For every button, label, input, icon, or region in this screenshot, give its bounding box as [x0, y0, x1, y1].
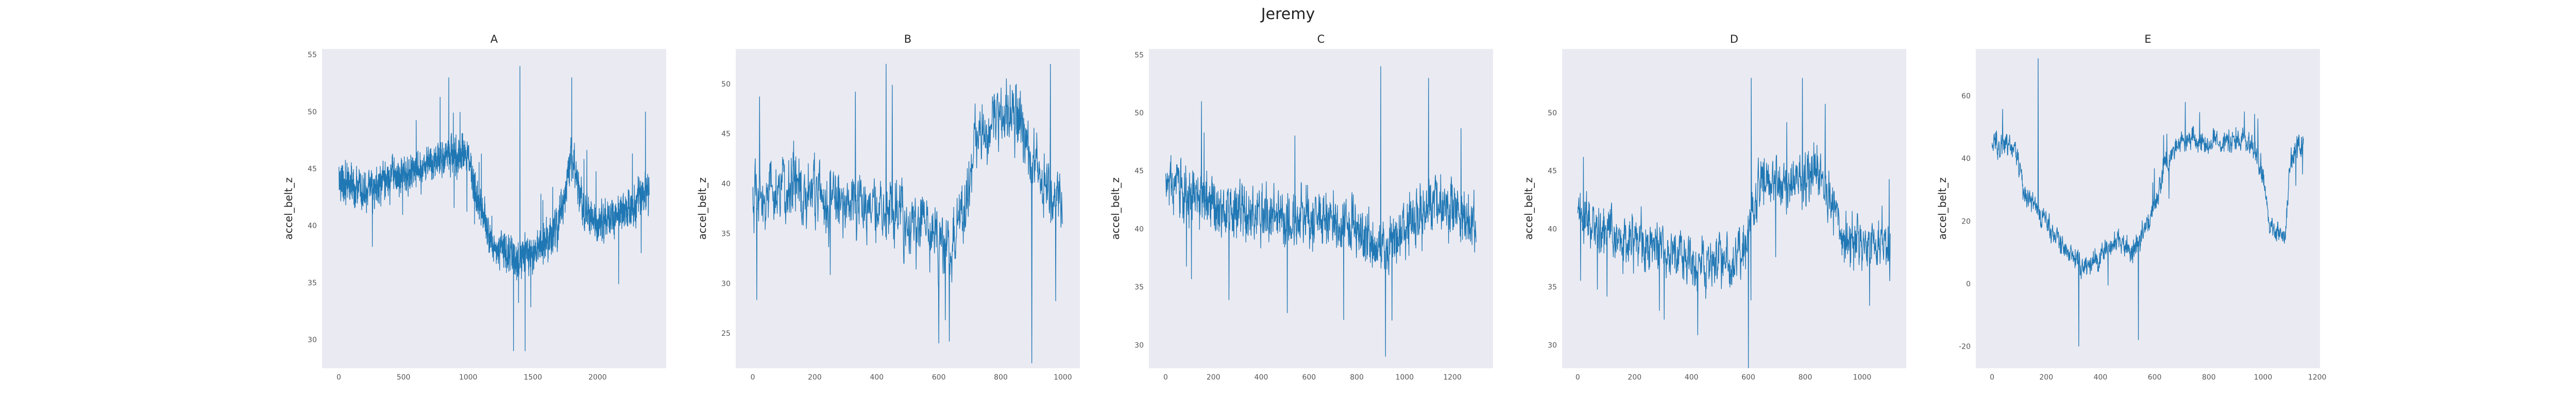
x-tick-label: 1000 [1054, 373, 1072, 382]
series-line [338, 66, 650, 351]
x-tick-label: 600 [1741, 373, 1755, 382]
y-tick-label: 30 [721, 280, 731, 288]
y-tick-label: 30 [308, 336, 317, 345]
y-axis-label: accel_belt_z [696, 177, 708, 239]
y-tick-label: 50 [1134, 109, 1144, 117]
chart-title: A [490, 33, 498, 45]
figure-title: Jeremy [1261, 5, 1315, 23]
y-tick-label: 50 [1548, 109, 1557, 117]
x-tick-label: 600 [932, 373, 946, 382]
x-tick-label: 200 [1628, 373, 1641, 382]
y-tick-label: 35 [308, 279, 317, 287]
y-axis-label: accel_belt_z [282, 177, 295, 239]
y-tick-label: 45 [721, 130, 731, 139]
x-tick-label: 1200 [1443, 373, 1462, 382]
y-tick-label: 45 [308, 165, 317, 174]
y-tick-label: 55 [308, 51, 317, 59]
y-tick-label: 40 [308, 222, 317, 230]
x-tick-label: 0 [336, 373, 341, 382]
y-tick-label: 45 [1548, 167, 1557, 176]
y-tick-label: 50 [308, 108, 317, 116]
x-tick-label: 800 [1799, 373, 1812, 382]
x-tick-label: 800 [2202, 373, 2216, 382]
y-tick-label: 40 [1134, 225, 1144, 233]
x-tick-label: 0 [751, 373, 755, 382]
y-tick-label: 45 [1134, 167, 1144, 176]
x-tick-label: 1000 [459, 373, 478, 382]
x-tick-label: 400 [1685, 373, 1699, 382]
y-tick-label: 35 [1548, 283, 1557, 291]
y-axis-label: accel_belt_z [1522, 177, 1535, 239]
y-axis-label: accel_belt_z [1109, 177, 1122, 239]
y-tick-label: 40 [1961, 155, 1971, 163]
plot-area [322, 49, 666, 368]
y-tick-label: -20 [1959, 342, 1971, 351]
y-tick-label: 40 [721, 180, 731, 188]
x-tick-label: 0 [1575, 373, 1580, 382]
plot-area [1562, 49, 1906, 368]
y-tick-label: 25 [721, 330, 731, 338]
y-tick-label: 30 [1548, 341, 1557, 350]
x-tick-label: 1000 [2254, 373, 2273, 382]
x-tick-label: 200 [808, 373, 822, 382]
x-tick-label: 800 [994, 373, 1008, 382]
x-tick-label: 400 [2094, 373, 2108, 382]
x-tick-label: 2000 [588, 373, 607, 382]
chart-title: D [1730, 33, 1738, 45]
y-axis-label: accel_belt_z [1936, 177, 1948, 239]
chart-title: E [2144, 33, 2151, 45]
y-tick-label: 55 [1134, 51, 1144, 59]
series-line [1165, 66, 1477, 357]
y-tick-label: 35 [1134, 283, 1144, 291]
y-tick-label: 50 [721, 80, 731, 89]
x-tick-label: 200 [2039, 373, 2053, 382]
y-tick-label: 35 [721, 230, 731, 238]
y-tick-label: 20 [1961, 217, 1971, 226]
x-tick-label: 600 [2148, 373, 2162, 382]
y-tick-label: 40 [1548, 225, 1557, 233]
x-tick-label: 500 [397, 373, 411, 382]
x-tick-label: 400 [870, 373, 884, 382]
y-tick-label: 60 [1961, 92, 1971, 100]
x-tick-label: 800 [1350, 373, 1364, 382]
series-line [752, 64, 1063, 364]
series-line [1991, 58, 2304, 347]
plot-area [1976, 49, 2320, 368]
x-tick-label: 1000 [1396, 373, 1414, 382]
series-line [1577, 78, 1891, 369]
x-tick-label: 200 [1207, 373, 1221, 382]
x-tick-label: 400 [1255, 373, 1268, 382]
x-tick-label: 1500 [524, 373, 543, 382]
x-tick-label: 0 [1163, 373, 1168, 382]
x-tick-label: 600 [1302, 373, 1316, 382]
x-tick-label: 1000 [1853, 373, 1872, 382]
y-tick-label: 30 [1134, 341, 1144, 350]
x-tick-label: 0 [1990, 373, 1994, 382]
chart-title: B [904, 33, 911, 45]
x-tick-label: 1200 [2308, 373, 2327, 382]
y-tick-label: 0 [1966, 280, 1971, 288]
chart-title: C [1317, 33, 1325, 45]
